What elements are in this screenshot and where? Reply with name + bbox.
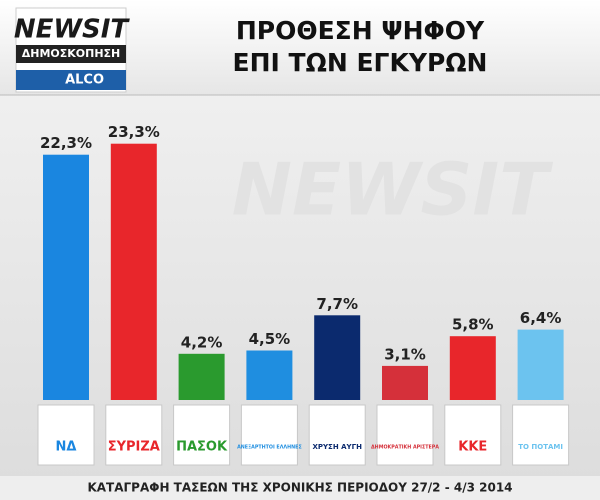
pollster-bg <box>16 70 126 90</box>
bar <box>517 329 564 400</box>
chart-subtitle: ΕΠΙ ΤΩΝ ΕΓΚΥΡΩΝ <box>233 48 488 77</box>
value-label: 4,2% <box>181 333 223 351</box>
logo-box <box>105 404 163 466</box>
value-label: 3,1% <box>384 345 426 363</box>
logo-box <box>444 404 502 466</box>
logo-box <box>173 404 231 466</box>
bar <box>246 350 293 400</box>
logo-box <box>308 404 366 466</box>
x-tick-label: ΔΗΜΟΚΡΑΤΙΚΗ ΑΡΙΣΤΕΡΑ <box>371 445 439 451</box>
bar <box>110 143 157 400</box>
value-label: 6,4% <box>520 309 562 327</box>
value-label: 22,3% <box>40 134 92 152</box>
brand-label-bg <box>16 45 126 63</box>
x-tick-label: ΣΥΡΙΖΑ <box>108 440 160 455</box>
x-tick-label: ΠΑΣΟΚ <box>176 440 228 455</box>
caption: ΚΑΤΑΓΡΑΦΗ ΤΑΣΕΩΝ ΤΗΣ ΧΡΟΝΙΚΗΣ ΠΕΡΙΟΔΟΥ 2… <box>87 481 512 495</box>
value-label: 23,3% <box>108 123 160 141</box>
logo-box <box>37 404 95 466</box>
x-tick-label: ΝΔ <box>56 440 77 455</box>
logo-box <box>376 404 434 466</box>
x-tick-label: ΤΟ ΠΟΤΑΜΙ <box>518 443 563 451</box>
watermark: NEWSIT <box>232 148 554 232</box>
pollster: ALCO <box>65 73 104 88</box>
x-tick-label: ΧΡΥΣΗ ΑΥΓΗ <box>312 443 362 451</box>
footer <box>0 476 600 500</box>
chart-title: ΠΡΟΘΕΣΗ ΨΗΦΟΥ <box>236 16 485 45</box>
value-label: 7,7% <box>316 295 358 313</box>
x-tick-label: ΚΚΕ <box>458 440 487 455</box>
logo-box <box>240 404 298 466</box>
bar <box>178 353 225 400</box>
value-label: 5,8% <box>452 316 494 334</box>
value-label: 4,5% <box>249 330 291 348</box>
x-tick-label: ΑΝΕΞΑΡΤΗΤΟΙ ΕΛΛΗΝΕΣ <box>237 445 302 451</box>
bar <box>382 365 428 400</box>
bar <box>43 154 89 400</box>
bar <box>314 315 361 400</box>
brand-label: ΔΗΜΟΣΚΟΠΗΣΗ <box>22 47 121 60</box>
logo-box <box>512 404 570 466</box>
brand: NEWSIT <box>14 15 131 45</box>
bar <box>449 336 496 400</box>
